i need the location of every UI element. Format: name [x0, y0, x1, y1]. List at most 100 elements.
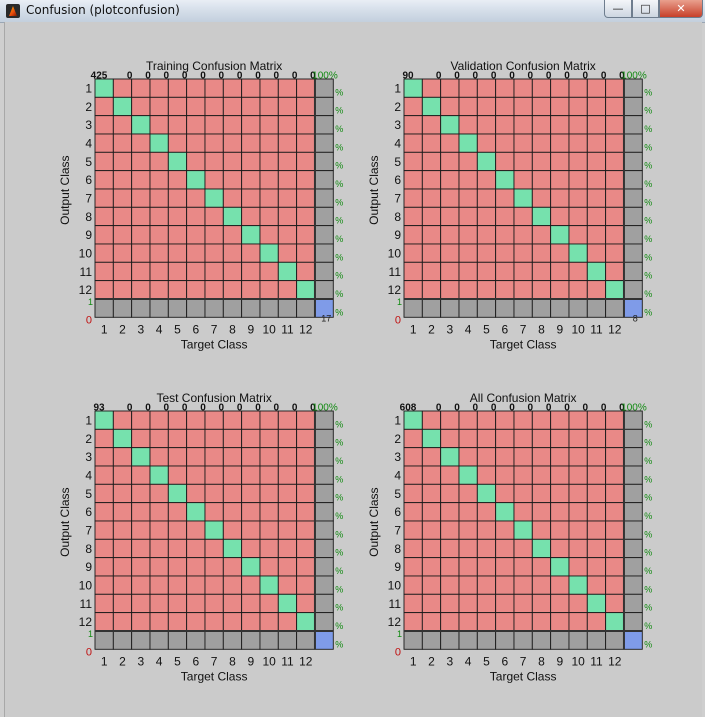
error-cell	[259, 465, 279, 485]
row-percent-mark: %	[335, 124, 343, 134]
matrix-title: Training Confusion Matrix	[146, 59, 282, 73]
error-cell	[204, 115, 224, 135]
summary-cell	[623, 520, 643, 540]
summary-cell	[314, 538, 334, 559]
error-cell	[167, 96, 188, 117]
correct-cell	[222, 206, 243, 227]
error-cell	[167, 170, 188, 190]
error-cell	[259, 280, 279, 300]
row-percent-mark: %	[335, 621, 343, 631]
error-cell	[296, 243, 316, 263]
summary-cell	[94, 298, 114, 318]
error-cell	[167, 557, 188, 577]
correct-cell	[259, 243, 279, 263]
error-cell	[149, 243, 169, 263]
close-button[interactable]: ✕	[659, 0, 703, 18]
cell-count-label: 425	[91, 71, 108, 82]
error-cell	[94, 447, 114, 467]
summary-cell	[314, 206, 334, 227]
error-cell	[568, 612, 588, 632]
cell-count-label: 90	[402, 71, 414, 82]
error-cell	[495, 593, 515, 614]
error-cell	[277, 225, 298, 245]
x-tick-label: 9	[247, 654, 254, 668]
error-cell	[296, 188, 316, 208]
error-cell	[131, 538, 151, 559]
cell-count-label: 0	[200, 403, 206, 414]
cell-count-label: 0	[473, 403, 479, 414]
row-percent-mark: %	[644, 252, 652, 262]
y-tick-label: 3	[394, 450, 401, 464]
error-cell	[605, 115, 625, 135]
matrix-title: Test Confusion Matrix	[156, 391, 271, 405]
error-cell	[94, 188, 114, 208]
error-cell	[586, 243, 607, 263]
error-cell	[149, 170, 169, 190]
error-cell	[421, 557, 442, 577]
error-cell	[149, 78, 169, 98]
accuracy-percent: 100%	[312, 71, 338, 82]
row-percent-mark: %	[644, 216, 652, 226]
error-cell	[513, 115, 533, 135]
error-cell	[476, 520, 497, 540]
error-cell	[605, 520, 625, 540]
error-cell	[131, 225, 151, 245]
error-cell	[277, 520, 298, 540]
error-cell	[476, 115, 497, 135]
error-cell	[440, 465, 460, 485]
error-cell	[568, 447, 588, 467]
error-cell	[131, 575, 151, 595]
x-tick-label: 10	[571, 322, 585, 336]
error-cell	[112, 243, 133, 263]
error-cell	[259, 520, 279, 540]
error-cell	[458, 96, 478, 117]
summary-cell	[550, 630, 570, 650]
error-cell	[476, 225, 497, 245]
error-cell	[204, 78, 224, 98]
correct-cell	[131, 447, 151, 467]
x-axis-label: Target Class	[181, 337, 248, 351]
error-cell	[94, 428, 114, 449]
summary-cell	[94, 630, 114, 650]
error-cell	[222, 428, 243, 449]
correct-cell	[94, 410, 114, 430]
error-cell	[277, 575, 298, 595]
cell-count-label: 0	[454, 71, 460, 82]
error-cell	[167, 538, 188, 559]
minimize-button[interactable]: —	[604, 0, 632, 18]
x-tick-label: 9	[247, 322, 254, 336]
row-percent-mark: %	[644, 529, 652, 539]
cell-count-label: 0	[182, 403, 188, 414]
error-cell	[421, 261, 442, 282]
row-percent-mark: %	[335, 179, 343, 189]
correct-cell	[403, 410, 423, 430]
summary-cell	[222, 630, 243, 650]
error-cell	[296, 557, 316, 577]
row-percent-mark: %	[335, 584, 343, 594]
y-axis-label: Output Class	[367, 487, 381, 556]
error-cell	[296, 151, 316, 172]
error-cell	[440, 502, 460, 522]
error-cell	[277, 243, 298, 263]
error-cell	[421, 133, 442, 153]
error-cell	[186, 538, 206, 559]
summary-cell	[314, 115, 334, 135]
error-cell	[241, 96, 261, 117]
error-cell	[167, 115, 188, 135]
error-cell	[112, 170, 133, 190]
error-cell	[458, 151, 478, 172]
x-tick-label: 2	[428, 322, 435, 336]
error-cell	[403, 538, 423, 559]
error-cell	[259, 428, 279, 449]
row-percent-mark: %	[644, 161, 652, 171]
summary-cell	[314, 151, 334, 172]
cell-count-label: 0	[164, 71, 170, 82]
row-percent-mark: %	[644, 548, 652, 558]
summary-cell	[495, 630, 515, 650]
y-axis-label: Output Class	[58, 487, 72, 556]
error-cell	[296, 465, 316, 485]
error-cell	[550, 280, 570, 300]
maximize-button[interactable]: □	[632, 0, 659, 18]
error-cell	[241, 133, 261, 153]
error-cell	[440, 593, 460, 614]
